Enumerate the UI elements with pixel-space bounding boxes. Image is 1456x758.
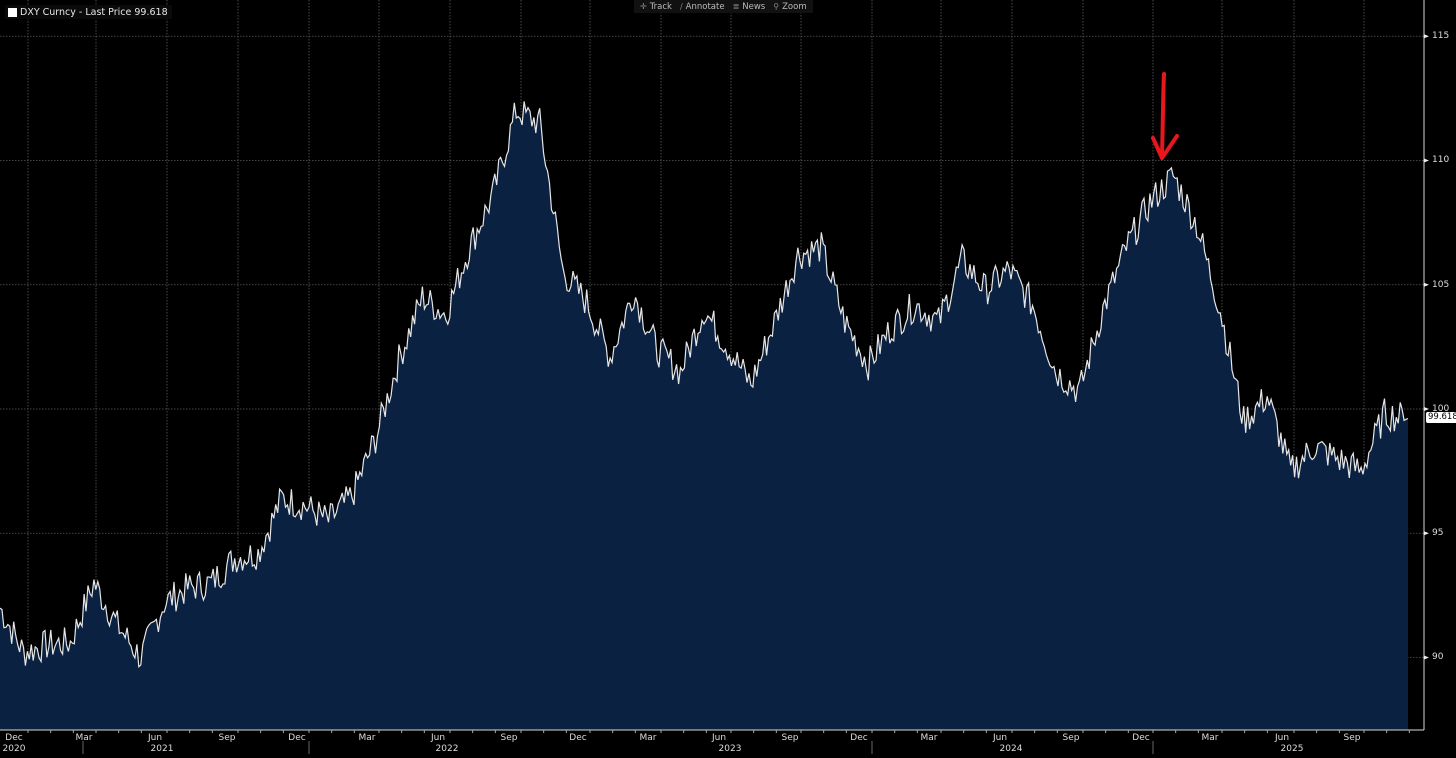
legend-swatch <box>8 7 17 17</box>
news-icon: ≣ <box>732 2 740 11</box>
price-line <box>0 101 1409 668</box>
y-ticks <box>1424 34 1429 660</box>
x-label-month: Jun <box>147 733 163 743</box>
x-label-year: 2025 <box>1280 744 1304 754</box>
last-price-tag: 99.618 <box>1426 412 1456 423</box>
zoom-button[interactable]: ⚲ Zoom <box>773 1 807 12</box>
x-ticks <box>27 730 1410 754</box>
x-label-month: Sep <box>1343 733 1361 743</box>
x-label-month: Jun <box>1274 733 1290 743</box>
chart-toolbar: ✛ Track ∕ Annotate ≣ News ⚲ Zoom <box>634 0 813 13</box>
pencil-icon: ∕ <box>679 2 683 11</box>
x-label-month: Mar <box>1201 733 1219 743</box>
crosshair-icon: ✛ <box>640 2 647 11</box>
x-label-month: Sep <box>218 733 236 743</box>
x-label-month: Dec <box>1132 733 1150 743</box>
y-label-115: 115 <box>1432 31 1450 41</box>
legend-label: DXY Curncy - Last Price 99.618 <box>20 6 168 18</box>
x-label-year: 2021 <box>150 744 174 754</box>
x-label-year: 2023 <box>718 744 742 754</box>
y-label-95: 95 <box>1432 528 1444 538</box>
red-arrow-annotation <box>1151 72 1179 160</box>
x-label-month: Sep <box>1062 733 1080 743</box>
x-label-month: Jun <box>430 733 446 743</box>
x-label-month: Mar <box>358 733 376 743</box>
x-label-month: Jun <box>711 733 727 743</box>
x-label-month: Sep <box>781 733 799 743</box>
track-button[interactable]: ✛ Track <box>640 1 672 12</box>
y-label-100: 100 <box>1432 404 1450 414</box>
x-label-month: Mar <box>75 733 93 743</box>
x-label-year: 2024 <box>999 744 1023 754</box>
magnifier-icon: ⚲ <box>773 2 780 11</box>
x-label-year: 2020 <box>2 744 26 754</box>
price-area <box>0 101 1408 730</box>
x-label-month: Mar <box>920 733 938 743</box>
chart-legend[interactable]: DXY Curncy - Last Price 99.618 <box>5 5 172 19</box>
annotate-button[interactable]: ∕ Annotate <box>679 1 725 12</box>
news-button[interactable]: ≣ News <box>732 1 766 12</box>
x-label-year: 2022 <box>435 744 459 754</box>
x-label-month: Dec <box>5 733 23 743</box>
x-label-month: Jun <box>992 733 1008 743</box>
y-label-90: 90 <box>1432 652 1444 662</box>
x-label-month: Sep <box>500 733 518 743</box>
y-label-110: 110 <box>1432 155 1450 165</box>
x-label-month: Dec <box>850 733 868 743</box>
x-label-month: Mar <box>639 733 657 743</box>
y-label-105: 105 <box>1432 280 1450 290</box>
x-label-month: Dec <box>288 733 306 743</box>
x-label-month: Dec <box>569 733 587 743</box>
